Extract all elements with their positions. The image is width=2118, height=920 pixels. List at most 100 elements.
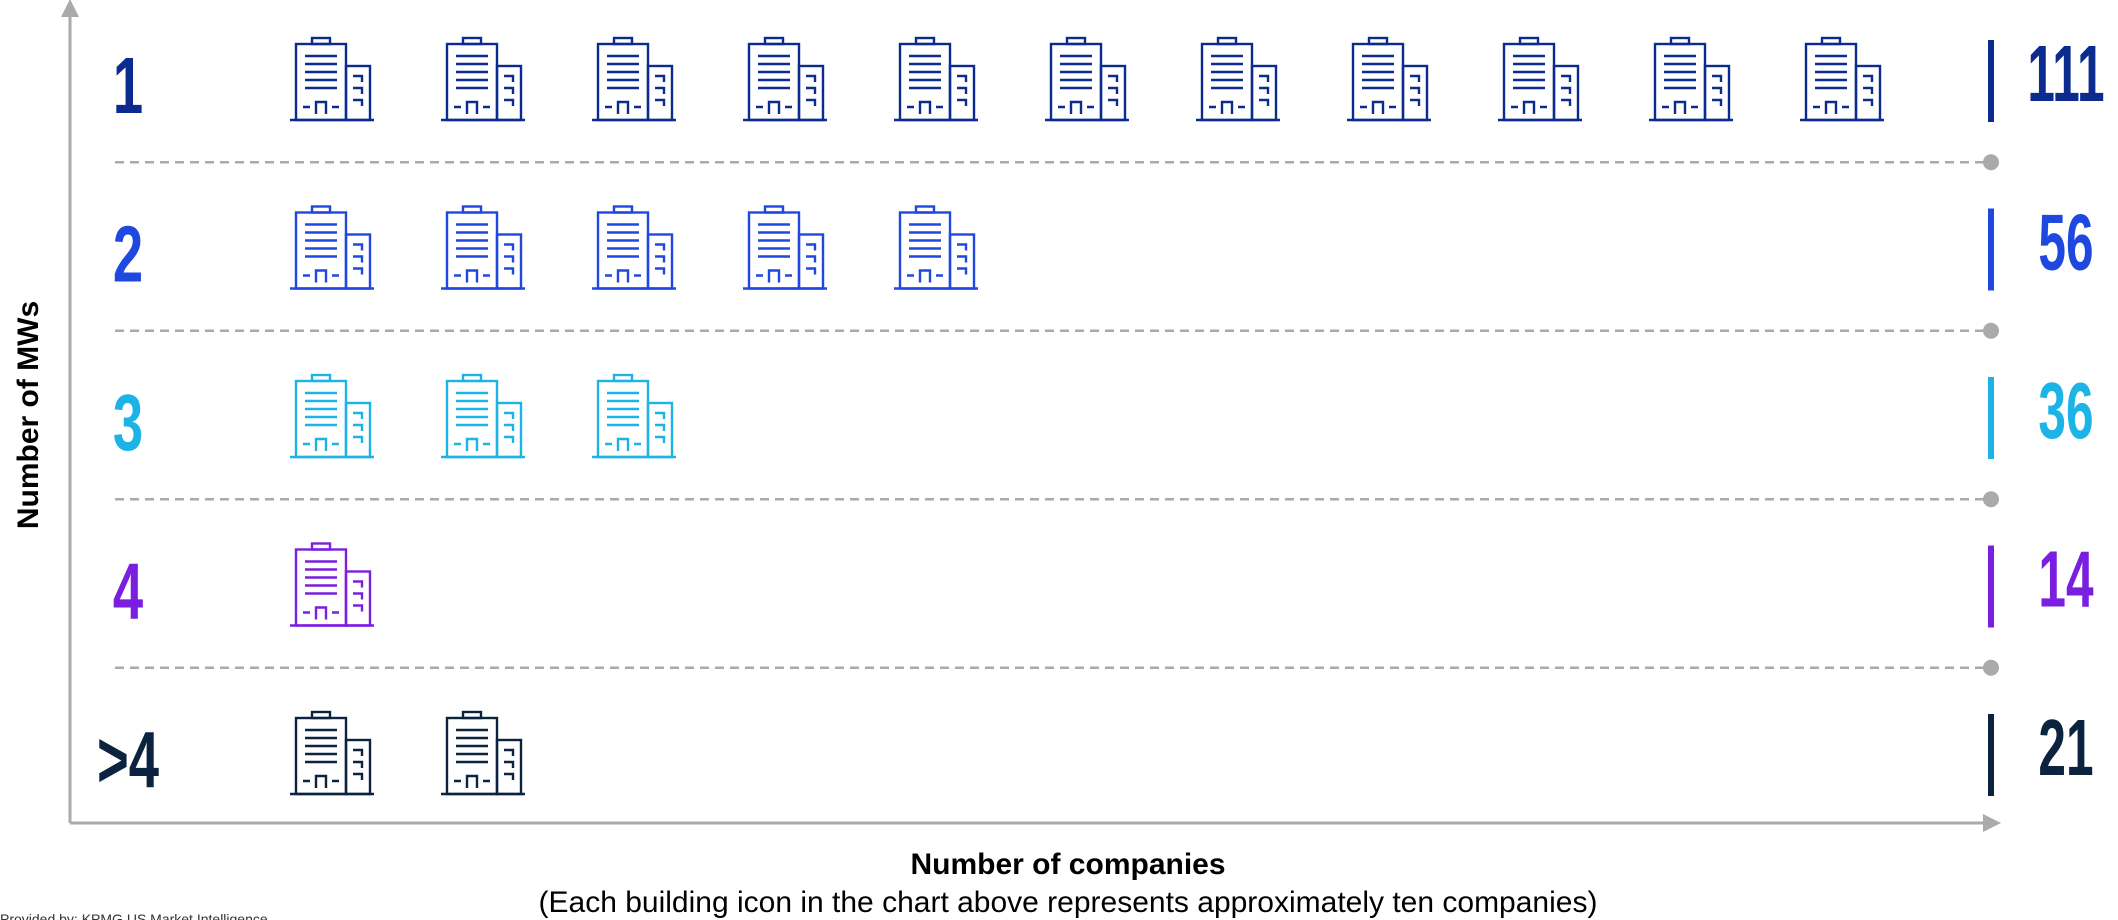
icon-part [1209, 100, 1245, 114]
icon-part [1410, 74, 1421, 106]
icon-part [948, 64, 976, 122]
icon-part [303, 606, 339, 620]
icon-part [758, 54, 790, 90]
icon-part [461, 710, 483, 720]
icon-part [1367, 36, 1389, 46]
icon-part [461, 36, 483, 46]
icon-part [1362, 54, 1394, 90]
building-icon [1347, 36, 1431, 122]
building-icon [1045, 36, 1129, 122]
building-icon [441, 373, 525, 459]
separator-dot [1983, 491, 1999, 508]
icon-part [303, 774, 339, 788]
building-icon [1196, 36, 1280, 122]
category-label: 4 [113, 547, 143, 636]
icon-part [1211, 54, 1243, 90]
icon-part [310, 542, 332, 551]
icon-part [1099, 64, 1127, 122]
category-label: >4 [97, 716, 159, 805]
value-bar [1988, 714, 1994, 796]
icon-part [756, 269, 792, 283]
icon-part [504, 411, 515, 443]
icon-part [456, 391, 488, 427]
icon-part [310, 205, 332, 214]
subtitle: (Each building icon in the chart above r… [539, 886, 1598, 919]
icon-part [1259, 74, 1270, 106]
category-label: 2 [113, 210, 143, 299]
icon-part [909, 223, 941, 258]
icon-part [605, 100, 641, 114]
building-icon [592, 205, 676, 290]
building-icon [290, 542, 374, 627]
icon-part [454, 100, 490, 114]
icon-part [305, 391, 337, 427]
icon-part [461, 205, 483, 214]
icon-part [1669, 36, 1691, 46]
icon-part [1552, 64, 1580, 122]
icon-part [454, 437, 490, 451]
icon-part [1360, 100, 1396, 114]
building-icon [290, 36, 374, 122]
category-label: 3 [113, 379, 143, 468]
icon-part [1712, 74, 1723, 106]
value-label: 36 [2038, 367, 2093, 456]
x-axis-title: Number of companies [910, 848, 1225, 881]
icon-part [1060, 54, 1092, 90]
building-icon [290, 205, 374, 290]
icon-part [797, 64, 825, 122]
icon-part [305, 560, 337, 595]
icon-part [461, 373, 483, 383]
icon-part [353, 411, 364, 443]
icon-part [504, 74, 515, 106]
icon-part [605, 269, 641, 283]
icon-part [303, 437, 339, 451]
icon-part [310, 710, 332, 720]
icon-part [909, 54, 941, 90]
building-icon [743, 205, 827, 290]
y-axis-title: Number of MWs [12, 301, 45, 529]
icon-part [495, 233, 523, 290]
icon-part [763, 205, 785, 214]
icon-part [957, 74, 968, 106]
icon-part [655, 74, 666, 106]
building-icon [1800, 36, 1884, 122]
value-label: 111 [2027, 30, 2104, 119]
building-icon [743, 36, 827, 122]
icon-part [495, 401, 523, 459]
icon-part [1561, 74, 1572, 106]
icon-part [907, 269, 943, 283]
icon-part [907, 100, 943, 114]
icon-part [344, 64, 372, 122]
icon-part [1108, 74, 1119, 106]
icon-part [948, 233, 976, 290]
icon-part [1854, 64, 1882, 122]
building-icon [441, 36, 525, 122]
icon-part [303, 100, 339, 114]
icon-part [1401, 64, 1429, 122]
icon-part [646, 401, 674, 459]
icon-part [353, 74, 364, 106]
icon-part [353, 243, 364, 275]
separator-dot [1983, 659, 1999, 676]
icon-part [646, 233, 674, 290]
building-icon [592, 373, 676, 459]
icon-part [344, 401, 372, 459]
building-icon [894, 205, 978, 290]
icon-part [655, 243, 666, 275]
icon-part [344, 738, 372, 796]
icon-part [756, 100, 792, 114]
building-icon [290, 373, 374, 459]
building-icon [894, 36, 978, 122]
icon-part [763, 36, 785, 46]
icon-part [914, 36, 936, 46]
icon-part [1518, 36, 1540, 46]
icon-part [504, 243, 515, 275]
icon-part [914, 205, 936, 214]
icon-part [1511, 100, 1547, 114]
icon-part [344, 233, 372, 290]
icon-part [456, 223, 488, 258]
separator-dot [1983, 322, 1999, 339]
icon-part [1703, 64, 1731, 122]
icon-part [655, 411, 666, 443]
